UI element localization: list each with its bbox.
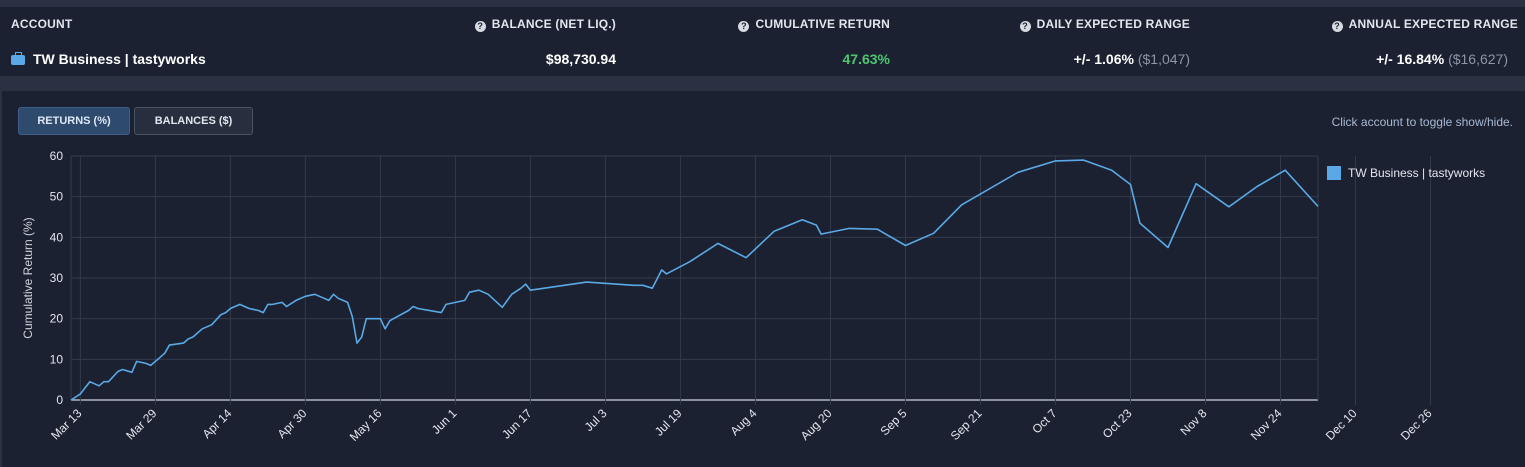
- chart-panel: RETURNS (%) BALANCES ($) Click account t…: [2, 91, 1525, 467]
- y-tick-label: 10: [50, 352, 64, 366]
- chart-legend[interactable]: TW Business | tastyworks: [1327, 166, 1485, 180]
- returns-toggle-button[interactable]: RETURNS (%): [18, 107, 130, 135]
- cumulative-return-column-header: ? CUMULATIVE RETURN: [738, 17, 890, 32]
- account-row-name[interactable]: TW Business | tastyworks: [11, 51, 206, 67]
- x-tick-label: Aug 4: [727, 406, 759, 438]
- annual-range-value: +/- 16.84% ($16,627): [1376, 51, 1508, 67]
- x-tick-label: May 16: [347, 406, 385, 444]
- annual-range-amount: ($16,627): [1448, 51, 1508, 67]
- x-tick-label: Apr 14: [200, 406, 235, 441]
- daily-range-column-header: ? DAILY EXPECTED RANGE: [1019, 17, 1190, 32]
- legend-label[interactable]: TW Business | tastyworks: [1348, 166, 1485, 180]
- help-icon[interactable]: ?: [1331, 21, 1343, 32]
- x-tick-label: Aug 20: [798, 406, 835, 443]
- x-tick-label: Dec 10: [1323, 406, 1360, 443]
- chart-grid: [70, 155, 1432, 405]
- help-icon[interactable]: ?: [1019, 21, 1031, 32]
- x-tick-label: Sep 21: [948, 406, 985, 443]
- y-axis: 0 10 20 30 40 50 60: [50, 149, 64, 407]
- daily-range-amount: ($1,047): [1137, 51, 1190, 67]
- x-tick-label: Oct 7: [1029, 406, 1059, 436]
- toggle-hint: Click account to toggle show/hide.: [1331, 115, 1513, 129]
- x-tick-label: Mar 13: [48, 406, 85, 443]
- legend-swatch[interactable]: [1327, 166, 1341, 180]
- daily-range-percent: +/- 1.06%: [1073, 51, 1134, 67]
- y-tick-label: 0: [56, 393, 63, 407]
- y-tick-label: 30: [50, 271, 64, 285]
- x-tick-label: Jun 17: [499, 406, 535, 442]
- x-tick-label: Sep 5: [878, 406, 910, 438]
- briefcase-icon: [11, 52, 25, 65]
- x-tick-label: Oct 23: [1100, 406, 1135, 441]
- x-tick-label: Jul 19: [652, 406, 685, 439]
- series-line[interactable]: [70, 159, 1319, 401]
- y-axis-label: Cumulative Return (%): [21, 217, 35, 338]
- x-axis: Mar 13 Mar 29 Apr 14 Apr 30 May 16 Jun 1 Jun 1…: [48, 406, 1435, 444]
- cumulative-return-value: 47.63%: [842, 51, 890, 67]
- annual-range-percent: +/- 16.84%: [1376, 51, 1445, 67]
- daily-range-value: +/- 1.06% ($1,047): [1074, 51, 1190, 67]
- x-tick-label: Apr 30: [275, 406, 310, 441]
- balance-column-header: ? BALANCE (NET LIQ.): [474, 17, 616, 32]
- top-strip: [0, 0, 1525, 7]
- account-column-header: ACCOUNT: [11, 17, 73, 31]
- series-layer: [70, 159, 1319, 401]
- balance-value: $98,730.94: [545, 51, 616, 67]
- x-tick-label: Dec 26: [1398, 406, 1435, 443]
- x-tick-label: Nov 8: [1178, 406, 1210, 438]
- help-icon[interactable]: ?: [474, 21, 486, 32]
- y-tick-label: 40: [50, 230, 64, 244]
- annual-range-column-header: ? ANNUAL EXPECTED RANGE: [1331, 17, 1518, 32]
- account-summary-table: ACCOUNT ? BALANCE (NET LIQ.) ? CUMULATIVE …: [0, 7, 1525, 76]
- y-tick-label: 50: [50, 190, 64, 204]
- balances-toggle-button[interactable]: BALANCES ($): [134, 107, 253, 135]
- x-tick-label: Mar 29: [123, 406, 160, 443]
- x-tick-label: Jul 3: [582, 406, 610, 434]
- help-icon[interactable]: ?: [738, 21, 750, 32]
- y-tick-label: 20: [50, 312, 64, 326]
- x-tick-label: Nov 24: [1248, 406, 1285, 443]
- x-tick-label: Jun 1: [429, 406, 460, 437]
- y-tick-label: 60: [50, 149, 64, 163]
